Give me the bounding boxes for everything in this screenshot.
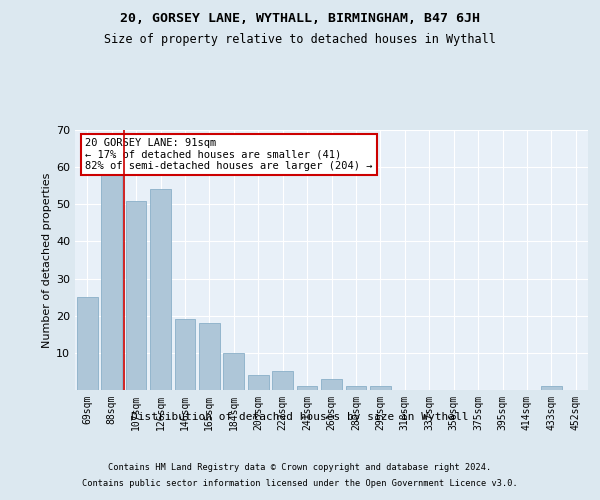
Bar bbox=[223, 353, 244, 390]
Y-axis label: Number of detached properties: Number of detached properties bbox=[42, 172, 52, 348]
Bar bbox=[175, 320, 196, 390]
Text: Distribution of detached houses by size in Wythall: Distribution of detached houses by size … bbox=[131, 412, 469, 422]
Bar bbox=[541, 386, 562, 390]
Bar bbox=[272, 372, 293, 390]
Bar bbox=[370, 386, 391, 390]
Text: Size of property relative to detached houses in Wythall: Size of property relative to detached ho… bbox=[104, 32, 496, 46]
Text: 20 GORSEY LANE: 91sqm
← 17% of detached houses are smaller (41)
82% of semi-deta: 20 GORSEY LANE: 91sqm ← 17% of detached … bbox=[85, 138, 373, 171]
Bar bbox=[150, 190, 171, 390]
Bar bbox=[125, 200, 146, 390]
Bar bbox=[248, 375, 269, 390]
Bar bbox=[296, 386, 317, 390]
Text: Contains public sector information licensed under the Open Government Licence v3: Contains public sector information licen… bbox=[82, 479, 518, 488]
Bar bbox=[199, 323, 220, 390]
Bar bbox=[346, 386, 367, 390]
Bar bbox=[77, 297, 98, 390]
Bar bbox=[101, 171, 122, 390]
Text: 20, GORSEY LANE, WYTHALL, BIRMINGHAM, B47 6JH: 20, GORSEY LANE, WYTHALL, BIRMINGHAM, B4… bbox=[120, 12, 480, 26]
Text: Contains HM Land Registry data © Crown copyright and database right 2024.: Contains HM Land Registry data © Crown c… bbox=[109, 462, 491, 471]
Bar bbox=[321, 379, 342, 390]
